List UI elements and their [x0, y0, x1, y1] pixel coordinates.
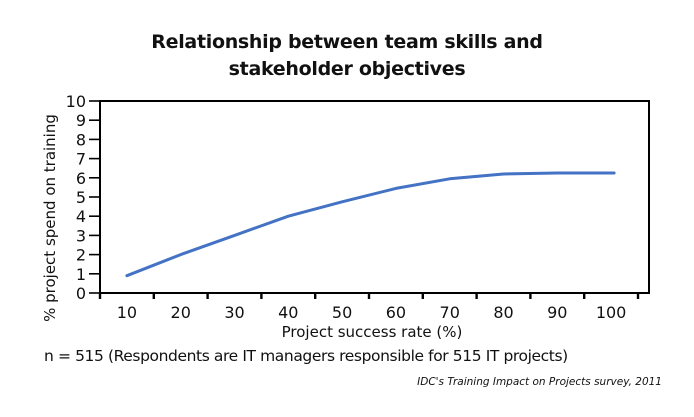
- y-tick-label: 5: [76, 188, 86, 207]
- x-tick-label: 40: [278, 303, 298, 322]
- sample-size-note: n = 515 (Respondents are IT managers res…: [44, 347, 568, 365]
- chart-title-line-1: Relationship between team skills and: [151, 31, 543, 53]
- source-credit: IDC's Training Impact on Projects survey…: [417, 376, 662, 388]
- x-tick-label: 90: [547, 303, 567, 322]
- y-tick-label: 3: [76, 226, 86, 245]
- y-tick-label: 7: [76, 150, 86, 169]
- x-tick-label: 80: [493, 303, 513, 322]
- x-tick-label: 30: [224, 303, 244, 322]
- x-axis-ticks: 10 20 30 40 50 60 70 80 90 100: [98, 293, 640, 322]
- y-tick-label: 9: [76, 111, 86, 130]
- series-line: [125, 171, 616, 278]
- y-axis-label: % project spend on training: [41, 114, 59, 322]
- y-tick-label: 2: [76, 246, 86, 265]
- x-tick-label: 10: [117, 303, 137, 322]
- y-tick-label: 10: [66, 92, 86, 111]
- x-tick-label: 60: [386, 303, 406, 322]
- x-tick-label: 50: [332, 303, 352, 322]
- x-tick-label: 100: [596, 303, 627, 322]
- x-axis-label: Project success rate (%): [282, 323, 463, 341]
- chart-title: Relationship between team skills and sta…: [0, 29, 694, 83]
- y-tick-label: 0: [76, 284, 86, 303]
- y-axis-title: % project spend on training: [41, 114, 59, 322]
- chart-title-line-2: stakeholder objectives: [228, 58, 466, 80]
- plot-frame: [99, 100, 650, 294]
- y-tick-label: 4: [76, 207, 86, 226]
- y-tick-label: 6: [76, 169, 86, 188]
- x-tick-label: 20: [171, 303, 191, 322]
- y-tick-label: 8: [76, 130, 86, 149]
- x-tick-label: 70: [440, 303, 460, 322]
- y-tick-label: 1: [76, 265, 86, 284]
